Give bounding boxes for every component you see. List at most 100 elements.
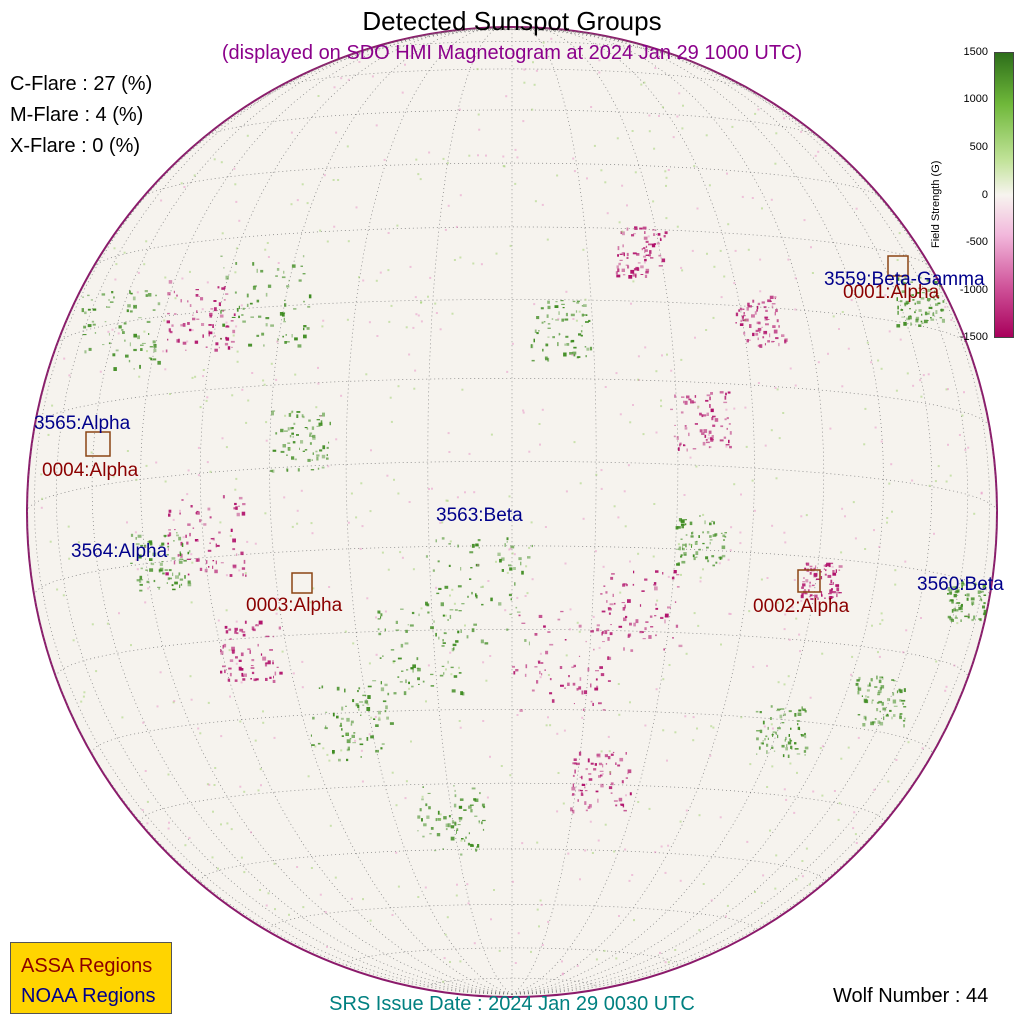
field-speck <box>255 678 259 681</box>
field-speck <box>473 942 476 945</box>
noaa-region-3559-label[interactable]: 3559:Beta-Gamma <box>824 269 985 290</box>
field-speck <box>430 827 434 830</box>
field-speck <box>437 818 441 821</box>
field-speck <box>625 752 627 755</box>
assa-region-0002-label[interactable]: 0002:Alpha <box>753 596 850 617</box>
field-speck <box>695 556 698 558</box>
noaa-region-3565-label[interactable]: 3565:Alpha <box>34 413 131 434</box>
noaa-region-3563-label[interactable]: 3563:Beta <box>436 505 523 526</box>
field-speck <box>653 582 657 585</box>
field-speck <box>452 643 457 647</box>
assa-region-0001-label[interactable]: 0001:Alpha <box>843 282 940 303</box>
field-speck <box>858 676 861 681</box>
field-speck <box>631 234 635 237</box>
field-speck <box>319 449 323 452</box>
region-box-0001[interactable] <box>887 255 909 277</box>
field-speck <box>397 657 402 660</box>
field-speck <box>756 737 759 741</box>
field-speck <box>360 482 363 485</box>
field-speck <box>485 679 488 682</box>
field-speck <box>447 204 450 207</box>
field-speck <box>744 406 747 409</box>
field-speck <box>234 630 237 634</box>
field-speck <box>663 235 666 238</box>
field-speck <box>694 395 697 398</box>
field-speck <box>470 567 473 569</box>
field-speck <box>607 680 611 682</box>
field-speck <box>729 431 732 435</box>
field-speck <box>146 320 151 323</box>
field-speck <box>619 259 623 261</box>
field-speck <box>418 613 420 617</box>
field-speck <box>288 413 292 417</box>
field-speck <box>316 419 320 421</box>
assa-region-0003-label[interactable]: 0003:Alpha <box>246 595 343 616</box>
field-speck <box>596 753 601 758</box>
field-speck <box>907 741 910 744</box>
field-speck <box>453 803 457 808</box>
field-speck <box>585 355 587 358</box>
field-speck <box>705 556 709 560</box>
field-speck <box>775 854 778 857</box>
field-speck <box>137 271 140 274</box>
field-speck <box>265 635 270 638</box>
field-speck <box>631 130 634 132</box>
grid-parallel <box>427 977 597 988</box>
field-speck <box>190 698 193 701</box>
field-speck <box>267 284 272 288</box>
field-speck <box>484 642 489 645</box>
field-speck <box>138 375 141 378</box>
field-speck <box>242 675 244 677</box>
field-speck <box>777 681 780 684</box>
field-speck <box>752 332 755 337</box>
field-speck <box>632 273 637 277</box>
field-speck <box>950 588 954 591</box>
field-speck <box>277 338 279 342</box>
field-speck <box>930 317 932 319</box>
field-speck <box>805 847 808 850</box>
field-speck <box>937 292 939 295</box>
field-speck <box>769 333 771 338</box>
noaa-region-3560-label[interactable]: 3560:Beta <box>917 574 1004 595</box>
field-speck <box>678 518 682 522</box>
region-box-0002[interactable] <box>797 569 821 593</box>
region-box-0004[interactable] <box>85 431 111 457</box>
field-speck <box>660 616 664 619</box>
field-speck <box>213 784 216 786</box>
field-speck <box>434 302 437 305</box>
field-speck <box>387 568 390 571</box>
field-speck <box>375 724 379 727</box>
field-speck <box>582 517 585 520</box>
field-speck <box>882 707 887 711</box>
field-speck <box>413 387 416 390</box>
field-speck <box>215 560 217 565</box>
field-speck <box>516 156 519 159</box>
field-speck <box>212 810 214 813</box>
field-speck <box>223 267 225 269</box>
region-box-0003[interactable] <box>291 572 313 594</box>
field-speck <box>189 304 192 307</box>
field-speck <box>701 414 704 418</box>
field-speck <box>139 583 143 586</box>
field-speck <box>251 671 255 675</box>
field-speck <box>168 529 171 531</box>
field-speck <box>544 669 546 671</box>
field-speck <box>340 394 343 397</box>
field-speck <box>538 614 543 618</box>
field-speck <box>258 622 261 624</box>
field-speck <box>803 219 806 222</box>
field-speck <box>558 311 560 315</box>
field-speck <box>150 358 153 361</box>
field-speck <box>901 316 906 318</box>
field-speck <box>878 700 882 704</box>
field-speck <box>258 620 263 625</box>
field-speck <box>651 243 656 248</box>
assa-region-0004-label[interactable]: 0004:Alpha <box>42 460 139 481</box>
field-speck <box>749 763 752 766</box>
noaa-region-3564-label[interactable]: 3564:Alpha <box>71 541 168 562</box>
field-speck <box>791 606 794 609</box>
field-speck <box>424 886 427 889</box>
field-speck <box>187 469 190 472</box>
field-speck <box>447 432 450 435</box>
field-speck <box>798 709 802 712</box>
